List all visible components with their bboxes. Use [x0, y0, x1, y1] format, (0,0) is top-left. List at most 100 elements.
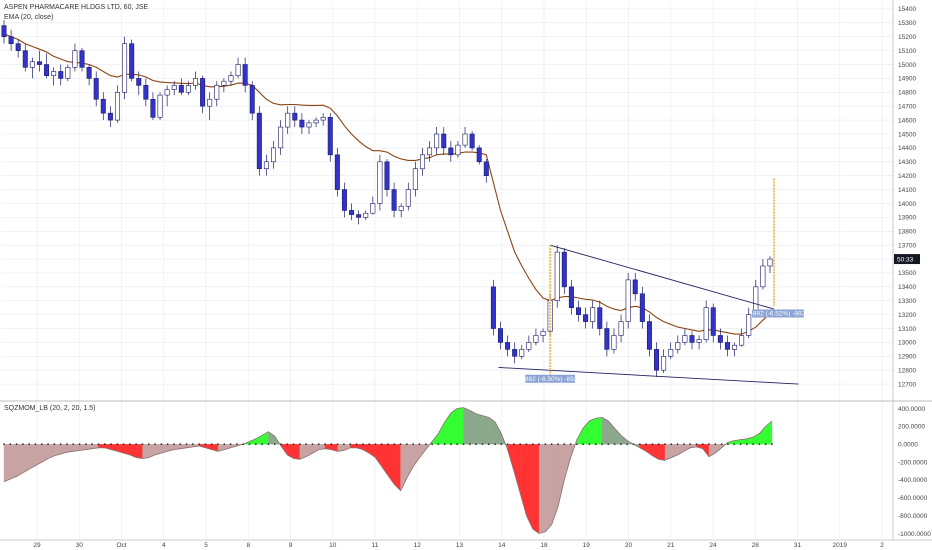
- momentum-bar: [413, 444, 420, 467]
- candle-body: [93, 78, 99, 100]
- time-tick-label: 2: [880, 542, 884, 549]
- candle-body: [497, 328, 503, 343]
- squeeze-dot: [34, 443, 37, 446]
- time-tick-label: 10: [329, 542, 337, 549]
- candle-body: [356, 214, 362, 218]
- momentum-bar: [645, 444, 653, 457]
- squeeze-dot: [9, 443, 12, 446]
- candle-body: [703, 307, 709, 340]
- squeeze-dot: [764, 443, 767, 446]
- symbol-legend[interactable]: ASPEN PHARMACARE HLDGS LTD, 60, JSE: [4, 4, 149, 11]
- price-tick-label: 15300: [898, 20, 916, 27]
- candle-body: [583, 314, 589, 322]
- squeeze-dot: [305, 443, 308, 446]
- candle-body: [185, 85, 191, 93]
- ema-legend[interactable]: EMA (20, close): [4, 14, 54, 21]
- candle-body: [441, 133, 447, 149]
- candle-body: [36, 61, 42, 65]
- candle-body: [292, 112, 298, 121]
- time-tick-label: 30: [76, 542, 84, 549]
- momentum-bar: [142, 444, 149, 459]
- squeeze-dot: [582, 443, 585, 446]
- squeeze-dot: [468, 443, 471, 446]
- time-tick-label: 14: [498, 542, 506, 549]
- squeeze-dot: [217, 443, 219, 446]
- candle-body: [122, 43, 128, 93]
- squeeze-dot: [443, 443, 446, 446]
- squeeze-dot: [368, 443, 371, 446]
- squeeze-dot: [166, 443, 169, 446]
- time-tick-label: 12: [414, 542, 422, 549]
- candle-body: [278, 126, 284, 149]
- price-tick-label: 12700: [898, 381, 916, 388]
- candle-body: [661, 356, 667, 371]
- candle-body: [306, 122, 312, 128]
- squeeze-dot: [531, 443, 534, 446]
- time-tick-label: 4: [162, 542, 166, 549]
- candle-body: [391, 189, 397, 211]
- squeeze-dot: [393, 443, 396, 446]
- candle-body: [72, 50, 78, 68]
- momentum-bar: [22, 444, 30, 474]
- time-tick-label: 20: [625, 542, 633, 549]
- candle-body: [682, 335, 688, 343]
- price-tick-label: 13300: [898, 298, 916, 305]
- candle-body: [285, 112, 291, 128]
- momentum-tick-label: -400.0000: [898, 477, 928, 484]
- candle-body: [313, 119, 319, 124]
- momentum-bar: [66, 444, 74, 453]
- squeeze-dot: [494, 443, 496, 446]
- candle-body: [363, 212, 369, 218]
- squeeze-dot: [349, 443, 352, 446]
- candle-body: [299, 119, 305, 128]
- squeeze-dot: [588, 443, 591, 446]
- candle-body: [597, 307, 603, 329]
- candle-body: [632, 279, 638, 295]
- candle-body: [200, 78, 206, 107]
- time-tick-label: 13: [456, 542, 464, 549]
- candle-body: [675, 342, 681, 350]
- squeeze-dot: [544, 443, 547, 446]
- price-tick-label: 13400: [898, 284, 916, 291]
- squeeze-dot: [84, 443, 87, 446]
- squeeze-dot: [431, 443, 433, 446]
- momentum-bar: [658, 444, 666, 461]
- squeeze-dot: [481, 443, 484, 446]
- squeeze-dot: [601, 443, 603, 446]
- candle-body: [107, 112, 113, 121]
- squeeze-dot: [525, 443, 528, 446]
- momentum-bar: [759, 425, 766, 445]
- price-tick-label: 13900: [898, 215, 916, 222]
- indicator-legend[interactable]: SQZMOM_LB (20, 2, 20, 1.5): [4, 405, 96, 412]
- candle-body: [519, 349, 525, 357]
- squeeze-dot: [519, 443, 522, 446]
- candle-body: [476, 147, 482, 163]
- price-tick-label: 13800: [898, 229, 916, 236]
- price-tick-label: 15200: [898, 34, 916, 41]
- momentum-bar: [387, 444, 395, 485]
- candle-body: [249, 85, 255, 114]
- candle-body: [710, 307, 716, 336]
- squeeze-dot: [569, 443, 572, 446]
- time-tick-label: 29: [33, 542, 41, 549]
- candle-body: [235, 64, 241, 76]
- candle-body: [696, 339, 702, 343]
- candle-body: [214, 85, 220, 100]
- squeeze-dot: [682, 443, 685, 446]
- squeeze-dot: [399, 443, 402, 446]
- squeeze-dot: [563, 443, 566, 446]
- squeeze-dot: [487, 443, 490, 446]
- momentum-bar: [482, 415, 489, 445]
- candle-body: [561, 251, 567, 288]
- momentum-tick-label: -800.0000: [898, 513, 928, 520]
- squeeze-dot: [129, 443, 131, 446]
- candles-layer: [1, 20, 773, 378]
- candle-body: [242, 64, 248, 86]
- momentum-bar: [438, 421, 445, 445]
- squeeze-dot: [298, 443, 301, 446]
- squeeze-dot: [758, 443, 761, 446]
- candle-body: [412, 168, 418, 190]
- squeeze-dot: [506, 443, 509, 446]
- time-tick-label: 9: [289, 542, 293, 549]
